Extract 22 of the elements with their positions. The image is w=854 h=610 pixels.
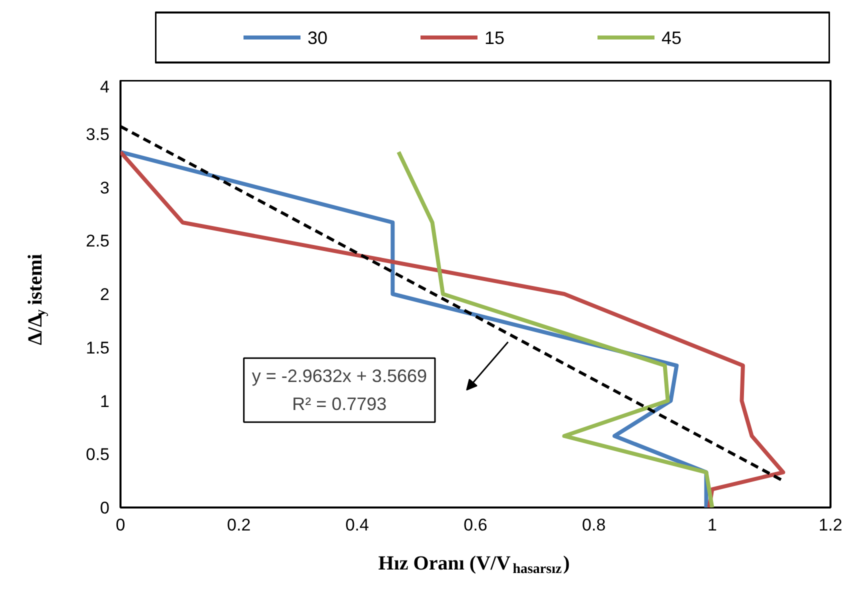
y-tick-label: 1.5: [86, 338, 110, 358]
y-tick-label: 4: [100, 78, 110, 96]
annotation: R² = 0.7793: [292, 394, 387, 414]
legend-label: 15: [484, 28, 505, 48]
y-tick-label: 2.5: [86, 232, 110, 251]
y-axis-title: Δ/Δy istemi: [24, 254, 49, 346]
x-tick-label: 0.4: [345, 516, 369, 534]
x-tick-label: 0.8: [582, 516, 606, 534]
x-tick-label: 0.2: [227, 516, 251, 534]
legend-label: 30: [308, 28, 328, 48]
x-tick-label: 1.2: [818, 516, 842, 534]
y-tick-label: 2: [100, 285, 110, 304]
annotation: y = -2.9632x + 3.5669: [252, 366, 427, 386]
x-tick-label: 0.6: [464, 516, 488, 534]
legend-label: 45: [662, 28, 682, 48]
x-tick-label: 0: [116, 516, 126, 534]
y-tick-label: 1: [100, 392, 110, 411]
y-tick-label: 3.5: [86, 124, 110, 144]
y-tick-label: 3: [100, 178, 110, 198]
y-tick-label: 0.5: [86, 445, 110, 464]
y-tick-label: 0: [100, 498, 110, 518]
x-tick-label: 1: [707, 516, 717, 534]
